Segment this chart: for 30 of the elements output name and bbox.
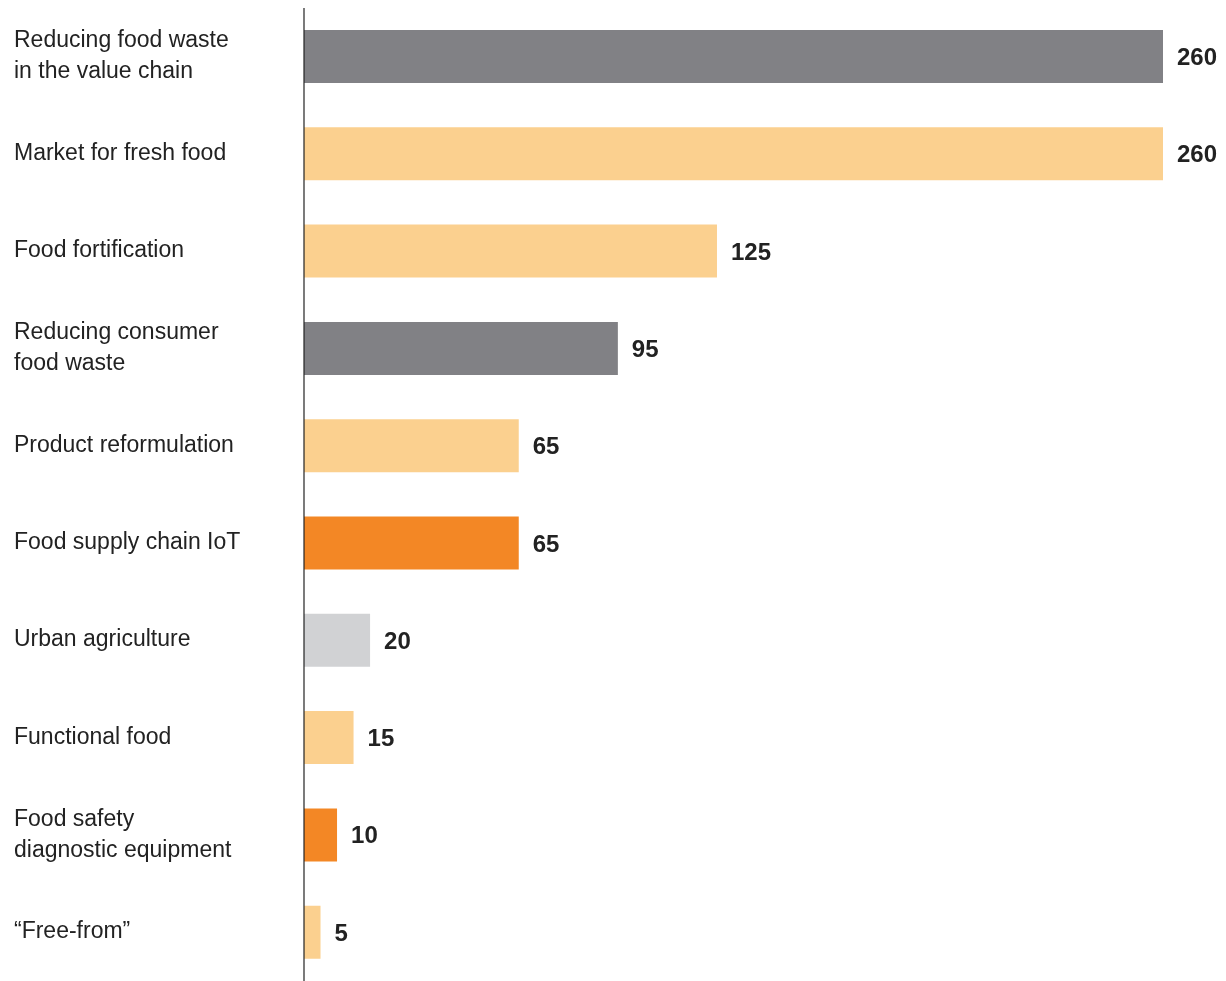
bar — [304, 613, 371, 667]
data-label: 65 — [532, 529, 560, 557]
bar — [304, 30, 1163, 83]
data-label: 65 — [532, 432, 560, 460]
data-label: 10 — [351, 821, 378, 849]
y-tick-label: Reducing food waste in the value chain — [14, 26, 229, 84]
bar — [304, 419, 519, 473]
data-label: 260 — [1177, 43, 1218, 71]
y-tick-label: Food safety diagnostic equipment — [14, 804, 232, 862]
bar — [304, 516, 519, 570]
data-label: 95 — [631, 334, 659, 362]
data-label: 20 — [384, 626, 411, 654]
bar — [304, 321, 618, 375]
bar — [304, 808, 338, 862]
y-tick-label: Market for fresh food — [14, 139, 227, 166]
y-tick-label: Urban agriculture — [14, 625, 191, 652]
bar — [304, 905, 321, 959]
data-label: 5 — [334, 918, 348, 946]
y-tick-label: Food fortification — [14, 236, 185, 263]
y-tick-label: Functional food — [14, 722, 172, 749]
y-tick-label: Product reformulation — [14, 430, 234, 457]
y-tick-label: Reducing consumer food waste — [14, 318, 219, 376]
data-label: 260 — [1177, 140, 1218, 168]
bar — [304, 127, 1163, 181]
data-label: 15 — [367, 724, 395, 752]
y-tick-label: Food supply chain IoT — [14, 528, 241, 555]
y-tick-label: “Free-from” — [14, 917, 131, 944]
bar — [304, 711, 354, 765]
bar — [304, 224, 717, 278]
data-label: 125 — [730, 237, 772, 265]
